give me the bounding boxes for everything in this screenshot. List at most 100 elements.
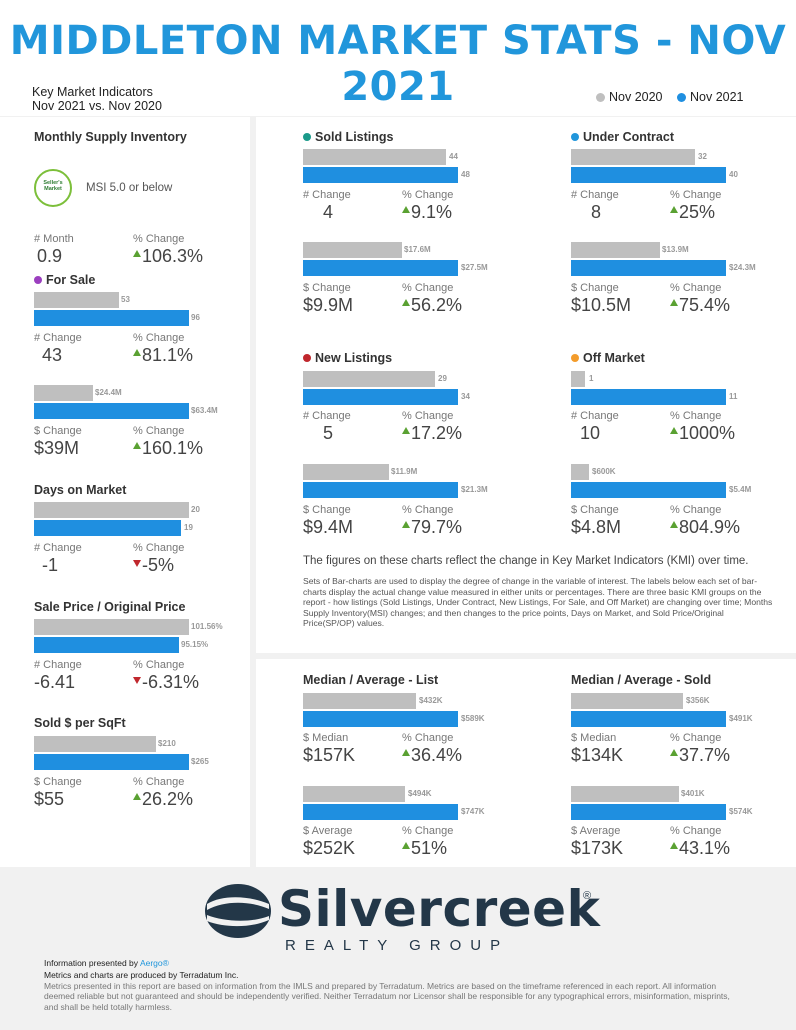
for-sale-count-2021-label: 96 bbox=[191, 313, 200, 322]
soldp-value-1: $134K bbox=[571, 745, 624, 765]
dom-2020-label: 20 bbox=[191, 505, 200, 514]
uc-value-1: 8 bbox=[591, 202, 602, 222]
nl-count-2021-bar bbox=[303, 389, 458, 405]
nl-title: New Listings bbox=[303, 351, 392, 365]
for-sale-label-3: $ Change bbox=[34, 425, 82, 437]
nl-count-2020-bar bbox=[303, 371, 435, 387]
logo-wordmark: Silvercreek bbox=[278, 880, 601, 938]
for-sale-value-1: 43 bbox=[42, 345, 63, 365]
sold-title: Sold Listings bbox=[303, 130, 393, 144]
uc-label-2: % Change bbox=[670, 189, 722, 201]
list-median-2021-label: $589K bbox=[461, 714, 485, 723]
metrics-credit: Metrics and charts are produced by Terra… bbox=[44, 970, 239, 980]
spop-2021-label: 95.15% bbox=[181, 640, 209, 649]
uc-dot-icon bbox=[571, 133, 579, 141]
logo-registered: ® bbox=[583, 890, 592, 902]
legend-prev-label: Nov 2020 bbox=[609, 90, 663, 104]
msi-title: Monthly Supply Inventory bbox=[34, 130, 187, 144]
soldp-value-4: 43.1% bbox=[670, 838, 730, 859]
sold-value-3: $9.9M bbox=[303, 295, 354, 315]
dom-2021-bar bbox=[34, 520, 181, 536]
msi-value-2: 106.3% bbox=[133, 246, 203, 267]
dom-2020-bar bbox=[34, 502, 189, 518]
dom-label-1: # Change bbox=[34, 542, 82, 554]
nl-count-2021-label: 34 bbox=[461, 392, 470, 401]
nl-label-2: % Change bbox=[402, 410, 454, 422]
legend-curr-label: Nov 2021 bbox=[690, 90, 744, 104]
for-sale-dot-icon bbox=[34, 276, 42, 284]
soldp-label-1: $ Median bbox=[571, 732, 617, 744]
for-sale-volume-2020-label: $24.4M bbox=[95, 388, 122, 397]
sqft-label-2: % Change bbox=[133, 776, 185, 788]
om-title: Off Market bbox=[571, 351, 645, 365]
uc-value-2: 25% bbox=[670, 202, 715, 223]
om-value-3: $4.8M bbox=[571, 517, 622, 537]
dom-value-1: -1 bbox=[42, 555, 59, 575]
kmi-heading: Key Market Indicators Nov 2021 vs. Nov 2… bbox=[32, 85, 162, 113]
presented-by: Information presented by Aergo® bbox=[44, 958, 169, 968]
for-sale-label-1: # Change bbox=[34, 332, 82, 344]
om-dot-icon bbox=[571, 354, 579, 362]
uc-label-1: # Change bbox=[571, 189, 619, 201]
nl-volume-2021-bar bbox=[303, 482, 458, 498]
legend-curr-swatch bbox=[677, 92, 686, 102]
up-arrow-icon bbox=[670, 427, 678, 434]
list-label-1: $ Median bbox=[303, 732, 349, 744]
om-volume-2020-label: $600K bbox=[592, 467, 616, 476]
sold-count-2021-bar bbox=[303, 167, 458, 183]
list-average-2021-bar bbox=[303, 804, 458, 820]
for-sale-label-2: % Change bbox=[133, 332, 185, 344]
sold-label-1: # Change bbox=[303, 189, 351, 201]
sold-volume-2020-label: $17.6M bbox=[404, 245, 431, 254]
list-title: Median / Average - List bbox=[303, 673, 439, 687]
nl-value-4: 79.7% bbox=[402, 517, 462, 538]
up-arrow-icon bbox=[670, 206, 678, 213]
nl-count-2020-label: 29 bbox=[438, 374, 447, 383]
sold-dot-icon bbox=[303, 133, 311, 141]
presenter-link[interactable]: Aergo® bbox=[139, 958, 169, 968]
list-average-2021-label: $747K bbox=[461, 807, 485, 816]
spop-title: Sale Price / Original Price bbox=[34, 600, 186, 614]
soldp-value-3: $173K bbox=[571, 838, 624, 858]
soldp-median-2021-label: $491K bbox=[729, 714, 753, 723]
om-count-2021-label: 11 bbox=[729, 392, 738, 401]
list-value-3: $252K bbox=[303, 838, 356, 858]
om-value-1: 10 bbox=[580, 423, 601, 443]
uc-count-2021-bar bbox=[571, 167, 726, 183]
for-sale-count-2020-label: 53 bbox=[121, 295, 130, 304]
for-sale-volume-2021-label: $63.4M bbox=[191, 406, 218, 415]
nl-label-3: $ Change bbox=[303, 504, 351, 516]
uc-count-2020-label: 32 bbox=[698, 152, 707, 161]
spop-value-1: -6.41 bbox=[34, 672, 76, 692]
up-arrow-icon bbox=[133, 349, 141, 356]
sqft-2020-bar bbox=[34, 736, 156, 752]
up-arrow-icon bbox=[670, 842, 678, 849]
legend-prev: Nov 2020 bbox=[596, 90, 663, 104]
nl-label-4: % Change bbox=[402, 504, 454, 516]
list-value-4: 51% bbox=[402, 838, 447, 859]
list-label-4: % Change bbox=[402, 825, 454, 837]
for-sale-count-2020-bar bbox=[34, 292, 119, 308]
soldp-label-3: $ Average bbox=[571, 825, 621, 837]
up-arrow-icon bbox=[133, 442, 141, 449]
up-arrow-icon bbox=[133, 250, 141, 257]
nl-dot-icon bbox=[303, 354, 311, 362]
msi-text: MSI 5.0 or below bbox=[86, 182, 173, 194]
up-arrow-icon bbox=[670, 749, 678, 756]
list-median-2020-label: $432K bbox=[419, 696, 443, 705]
soldp-average-2020-label: $401K bbox=[681, 789, 705, 798]
om-label-2: % Change bbox=[670, 410, 722, 422]
up-arrow-icon bbox=[402, 749, 410, 756]
down-arrow-icon bbox=[133, 677, 141, 684]
for-sale-volume-2020-bar bbox=[34, 385, 93, 401]
up-arrow-icon bbox=[402, 521, 410, 528]
om-label-4: % Change bbox=[670, 504, 722, 516]
uc-value-3: $10.5M bbox=[571, 295, 632, 315]
disclaimer: Metrics presented in this report are bas… bbox=[44, 981, 730, 1012]
up-arrow-icon bbox=[670, 299, 678, 306]
for-sale-title: For Sale bbox=[34, 273, 95, 287]
silvercreek-logo-icon bbox=[205, 884, 271, 938]
uc-count-2020-bar bbox=[571, 149, 695, 165]
sold-volume-2021-label: $27.5M bbox=[461, 263, 488, 272]
uc-label-4: % Change bbox=[670, 282, 722, 294]
